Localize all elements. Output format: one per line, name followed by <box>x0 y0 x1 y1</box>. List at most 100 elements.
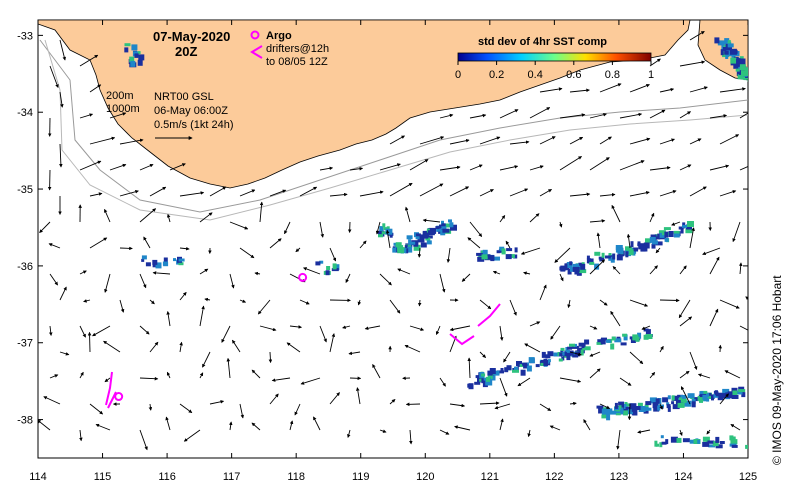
sst-cell <box>441 223 446 227</box>
current-vector <box>139 164 154 171</box>
current-vector <box>239 403 245 419</box>
current-vector <box>104 273 111 293</box>
current-vector <box>419 183 444 197</box>
lat-tick-label: -33 <box>17 30 33 42</box>
current-vector <box>649 265 658 275</box>
sst-cell <box>618 253 625 257</box>
sst-cell <box>520 369 526 376</box>
sst-cell <box>475 375 480 379</box>
current-vector <box>119 138 144 145</box>
sst-cell <box>130 60 136 67</box>
current-vector <box>539 189 553 197</box>
isobath-200m <box>39 39 748 213</box>
sst-cell <box>500 368 504 373</box>
sst-cell <box>514 366 518 371</box>
current-vector <box>202 351 211 368</box>
current-vector <box>409 429 413 445</box>
argo-float-marker <box>114 392 124 402</box>
sst-cell <box>417 237 425 243</box>
current-vector <box>697 373 711 379</box>
current-vector <box>59 143 63 168</box>
current-vector <box>251 422 261 431</box>
current-vector <box>119 189 139 197</box>
sst-cell <box>385 228 393 235</box>
sst-cell <box>708 444 716 448</box>
current-vector <box>49 374 59 379</box>
current-vector <box>49 65 59 88</box>
current-vector <box>342 325 351 329</box>
sst-cell <box>649 236 656 243</box>
current-vector <box>629 83 650 93</box>
sst-cell <box>315 261 321 266</box>
sst-cell <box>630 241 634 248</box>
current-vector <box>48 243 61 249</box>
sst-cell <box>514 247 518 253</box>
current-vector <box>649 109 666 119</box>
current-vector <box>79 325 86 338</box>
current-vector <box>179 403 193 413</box>
sst-cell <box>687 221 694 227</box>
sst-cell <box>654 440 658 447</box>
lon-tick-label: 116 <box>158 471 176 483</box>
sst-cell <box>570 351 577 357</box>
current-vector <box>499 165 519 171</box>
current-vector <box>509 188 529 197</box>
current-vector <box>629 351 644 365</box>
current-vector <box>702 247 721 256</box>
current-vector <box>299 186 318 197</box>
sst-cell <box>664 237 669 242</box>
current-vector <box>626 233 631 249</box>
sst-cell <box>626 249 634 256</box>
current-vector <box>709 164 730 171</box>
sst-cell <box>487 370 493 376</box>
current-vector <box>439 273 446 293</box>
current-vector <box>637 429 651 434</box>
colorbar-tick-label: 0.6 <box>566 69 581 81</box>
current-vector <box>409 325 425 331</box>
longitude-axis: 114 115 116 117 118 119 120 121 122 123 124 125 <box>29 20 757 483</box>
sst-cell <box>680 229 684 234</box>
current-vector <box>59 286 67 301</box>
current-vector <box>619 377 632 386</box>
sst-cell <box>547 359 551 363</box>
sst-cell <box>468 383 474 390</box>
current-vector <box>719 299 740 309</box>
sst-cell <box>596 405 604 409</box>
current-vector <box>356 387 361 405</box>
sst-cell <box>601 252 605 258</box>
sst-cell <box>571 345 579 349</box>
sst-cell <box>522 362 528 366</box>
sst-cell <box>635 336 640 342</box>
current-vector <box>226 357 231 379</box>
current-vector <box>649 371 656 379</box>
sst-cell <box>155 262 162 269</box>
current-vector <box>629 299 649 307</box>
sst-cell <box>325 270 330 276</box>
sst-cell <box>474 381 481 385</box>
sst-cell <box>645 329 651 336</box>
sst-cell <box>594 263 600 270</box>
current-vector <box>104 208 111 223</box>
sst-cell <box>506 248 513 252</box>
current-vector <box>739 112 748 119</box>
lon-tick-label: 122 <box>545 471 563 483</box>
sst-cell <box>729 48 737 55</box>
current-vector <box>295 247 301 253</box>
current-vector <box>679 316 693 327</box>
current-vector <box>659 87 675 93</box>
sst-cell <box>560 347 565 351</box>
sst-cell <box>138 54 145 61</box>
current-vector <box>329 192 348 197</box>
current-vector <box>165 416 171 431</box>
current-vector <box>169 163 186 171</box>
current-vector <box>152 271 171 275</box>
current-vector <box>89 403 104 415</box>
sst-cell <box>481 378 487 384</box>
sst-cell <box>625 251 629 258</box>
current-vector <box>119 299 125 313</box>
sst-cell <box>715 436 720 443</box>
current-vector <box>104 377 111 383</box>
sst-cell <box>609 410 617 415</box>
sst-cell <box>137 59 143 66</box>
current-vector <box>469 113 487 119</box>
